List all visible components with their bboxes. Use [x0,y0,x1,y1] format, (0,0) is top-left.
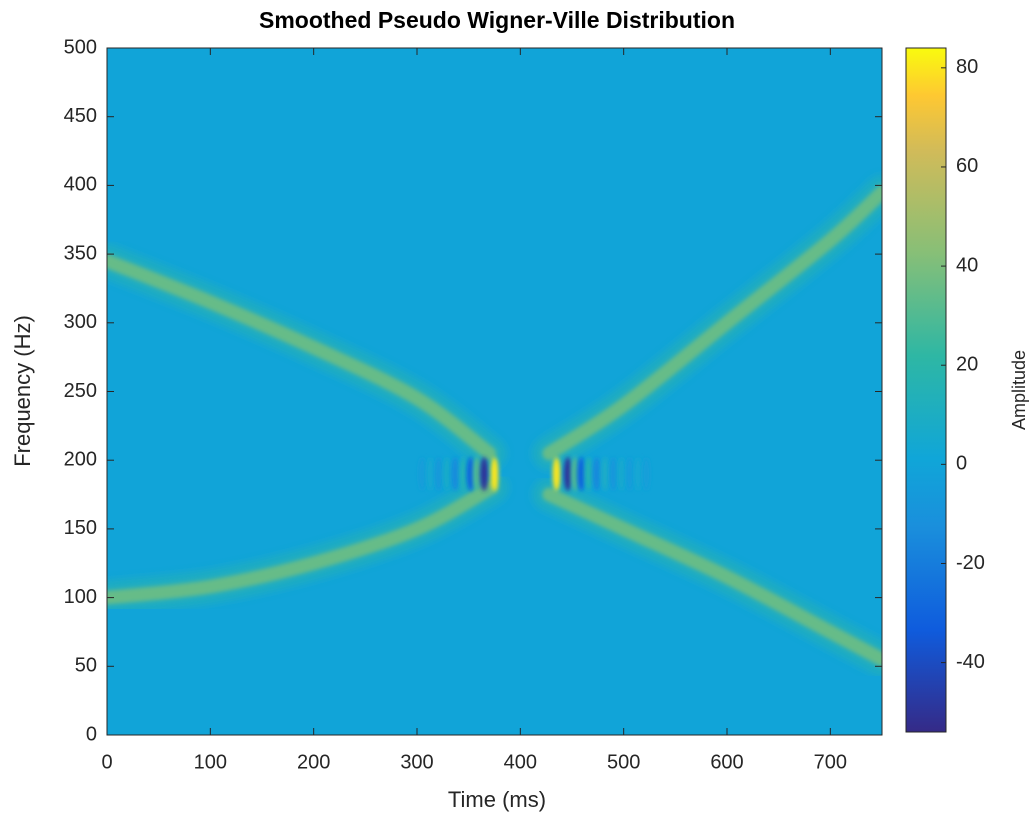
colorbar-tick-label: 20 [956,353,978,375]
interference [601,456,610,491]
colorbar-label: Amplitude [1009,350,1029,430]
interference [625,456,634,491]
y-tick-label: 500 [64,36,97,58]
interference [459,456,468,491]
interference [451,456,460,491]
colorbar [905,47,947,733]
x-tick-label: 500 [607,751,640,773]
ridge [542,185,882,461]
background [107,48,882,735]
interference [563,456,572,491]
y-tick-label: 200 [64,448,97,470]
colorbar-tick-label: 60 [956,155,978,177]
x-axis-label: Time (ms) [448,787,546,812]
interference [592,456,601,491]
y-tick-label: 100 [64,586,97,608]
interference [480,456,489,491]
x-tick-label: 300 [400,751,433,773]
interference [472,456,481,491]
chart-title: Smoothed Pseudo Wigner-Ville Distributio… [259,7,735,33]
x-tick-label: 600 [710,751,743,773]
interference [490,456,499,491]
colorbar-tick-label: -20 [956,552,985,574]
interference [609,456,618,491]
interference [642,456,651,491]
y-tick-label: 150 [64,517,97,539]
interference [584,456,593,491]
x-tick-label: 0 [101,751,112,773]
colorbar-tick-label: 0 [956,453,967,475]
interference [617,456,626,491]
y-tick-label: 300 [64,311,97,333]
ridge [107,480,499,605]
ridge [542,487,882,667]
y-tick-label: 400 [64,174,97,196]
plot-area [107,48,882,735]
x-tick-label: 400 [504,751,537,773]
y-tick-label: 0 [86,723,97,745]
x-tick-label: 200 [297,751,330,773]
interference [571,456,580,491]
y-tick-label: 450 [64,105,97,127]
colorbar-tick-label: 40 [956,254,978,276]
y-tick-label: 250 [64,380,97,402]
interference [442,456,451,491]
x-tick-label: 700 [814,751,847,773]
y-axis-label: Frequency (Hz) [10,315,35,467]
ridge [107,253,497,461]
interference [426,456,435,491]
x-tick-label: 100 [194,751,227,773]
y-tick-label: 50 [75,655,97,677]
interference [577,456,586,491]
interference [466,456,475,491]
interference [634,456,643,491]
interference [552,456,561,491]
y-tick-label: 350 [64,242,97,264]
colorbar-tick-label: 80 [956,56,978,78]
interference [434,456,443,491]
interference [418,456,427,491]
colorbar-tick-label: -40 [956,651,985,673]
